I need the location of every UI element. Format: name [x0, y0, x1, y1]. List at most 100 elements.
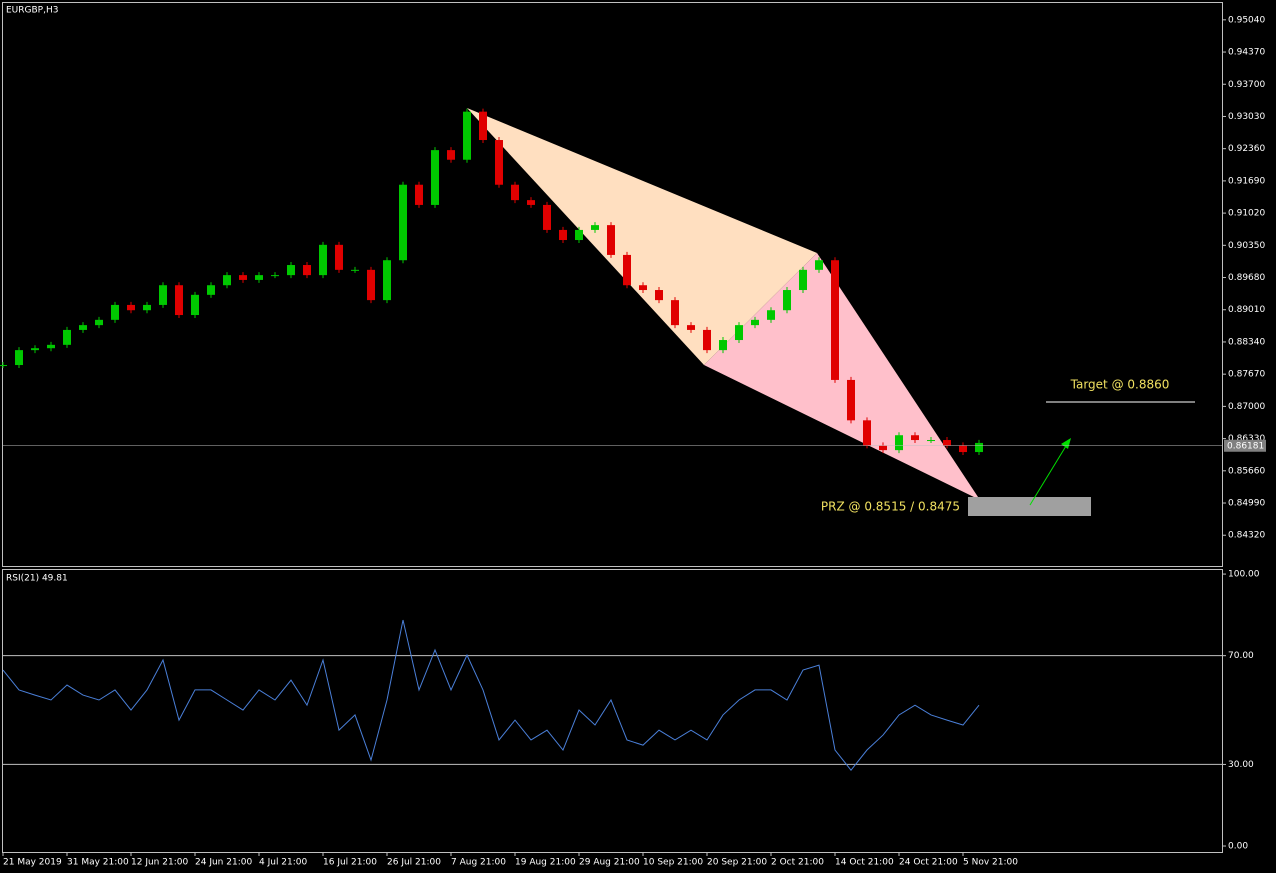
x-tick-label: 12 Jun 21:00	[131, 858, 188, 868]
candle	[239, 275, 247, 280]
x-tick-label: 31 May 21:00	[67, 858, 129, 868]
rsi-title: RSI(21) 49.81	[6, 574, 68, 584]
x-tick-label: 4 Jul 21:00	[259, 858, 308, 868]
candle	[879, 445, 887, 451]
candle	[543, 204, 551, 230]
y-tick-label: 0.94370	[1228, 48, 1265, 58]
price-tag	[1224, 439, 1266, 452]
candle	[447, 150, 455, 160]
price-panel	[2, 2, 1223, 567]
candle	[207, 285, 215, 295]
candle	[655, 290, 663, 301]
y-tick-label: 0.90350	[1228, 241, 1265, 251]
x-tick-label: 29 Aug 21:00	[579, 858, 640, 868]
candle	[495, 140, 503, 185]
candle	[431, 150, 439, 205]
candle	[271, 275, 279, 277]
x-tick-label: 20 Sep 21:00	[707, 858, 767, 868]
candle	[527, 200, 535, 205]
candle	[127, 304, 135, 311]
candle	[799, 269, 807, 291]
y-tick-label: 0.95040	[1228, 15, 1265, 25]
candle	[31, 348, 39, 351]
candle	[255, 275, 263, 280]
candle	[111, 304, 119, 320]
candle	[719, 340, 727, 351]
candle	[15, 350, 23, 366]
arrow-head	[1061, 438, 1071, 449]
x-tick-label: 7 Aug 21:00	[451, 858, 506, 868]
x-tick-label: 19 Aug 21:00	[515, 858, 576, 868]
candle	[415, 184, 423, 205]
candle	[575, 229, 583, 241]
candle	[511, 184, 519, 201]
target-label: Target @ 0.8860	[1070, 378, 1170, 392]
y-tick-label: 0.88340	[1228, 337, 1265, 347]
y-tick-label: 0.91020	[1228, 209, 1265, 219]
candle	[351, 269, 359, 271]
x-tick-label: 16 Jul 21:00	[323, 858, 377, 868]
candle	[463, 111, 471, 160]
candle	[975, 442, 983, 453]
candle	[751, 319, 759, 326]
candle	[143, 304, 151, 311]
y-tick-label: 0.89010	[1228, 305, 1265, 315]
candle	[687, 325, 695, 330]
y-tick-label: 0.84320	[1228, 531, 1265, 541]
x-tick-label: 26 Jul 21:00	[387, 858, 441, 868]
x-tick-label: 5 Nov 21:00	[963, 858, 1018, 868]
y-tick-label: 0.93030	[1228, 112, 1265, 122]
candle	[399, 184, 407, 261]
x-tick-label: 24 Oct 21:00	[899, 858, 958, 868]
candle	[223, 275, 231, 286]
y-tick-label: 0.84990	[1228, 499, 1265, 509]
candle	[191, 294, 199, 316]
candle	[671, 300, 679, 326]
candle	[831, 260, 839, 380]
candle	[639, 285, 647, 291]
candle	[95, 319, 103, 326]
pattern-xab	[467, 108, 817, 365]
y-tick-label: 0.93700	[1228, 80, 1265, 90]
candle	[479, 111, 487, 141]
price-tag-label: 0.86181	[1227, 441, 1264, 451]
candle	[767, 310, 775, 320]
x-tick-label: 21 May 2019	[3, 858, 62, 868]
y-tick-label: 0.87000	[1228, 402, 1265, 412]
candle	[895, 435, 903, 451]
y-tick-label: 0.00	[1228, 842, 1248, 852]
candle	[0, 365, 7, 367]
candle	[943, 440, 951, 446]
candle	[735, 325, 743, 341]
candle	[783, 290, 791, 311]
y-tick-label: 70.00	[1228, 651, 1254, 661]
y-tick-label: 0.87670	[1228, 370, 1265, 380]
x-tick-label: 2 Oct 21:00	[771, 858, 824, 868]
y-tick-label: 0.91690	[1228, 176, 1265, 186]
y-tick-label: 100.00	[1228, 570, 1260, 580]
candle	[335, 244, 343, 270]
candle	[847, 379, 855, 421]
y-tick-label: 0.89680	[1228, 273, 1265, 283]
y-tick-label: 0.85660	[1228, 466, 1265, 476]
candle	[863, 420, 871, 446]
prz-box	[968, 497, 1091, 516]
y-tick-label: 0.92360	[1228, 144, 1265, 154]
candle	[319, 244, 327, 276]
marks: 0.95040 0.94370 0.93700 0.93030 0.92360 0.916…	[0, 15, 1266, 868]
y-tick-label: 30.00	[1228, 760, 1254, 770]
candle	[559, 229, 567, 241]
candle	[383, 260, 391, 301]
prz-label: PRZ @ 0.8515 / 0.8475	[821, 500, 960, 514]
candle	[175, 285, 183, 316]
x-tick-label: 14 Oct 21:00	[835, 858, 894, 868]
candle	[927, 440, 935, 442]
candle	[591, 225, 599, 230]
candle	[815, 260, 823, 270]
rsi-panel	[2, 569, 1223, 853]
candle	[63, 329, 71, 345]
candle	[607, 225, 615, 255]
candle	[159, 285, 167, 305]
